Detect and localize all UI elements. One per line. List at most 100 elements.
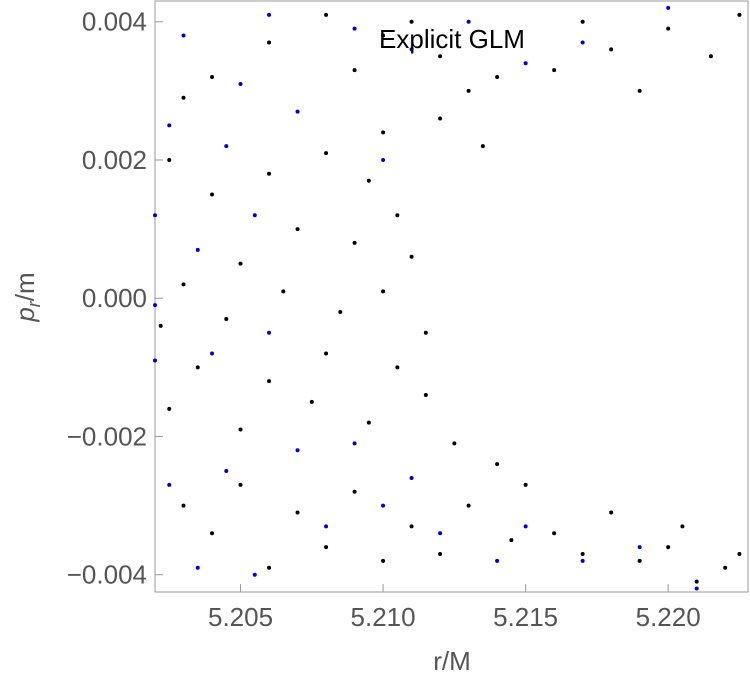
point [694,586,699,591]
point [324,524,329,529]
point [224,144,229,149]
point [167,123,172,128]
y-label-sub: r [24,300,44,307]
point [167,482,172,487]
point [381,558,386,563]
point [637,545,642,550]
point [495,558,500,563]
point [737,551,742,556]
x-tick-label: 5.215 [493,602,558,632]
point [352,489,357,494]
point [552,531,557,536]
point [466,503,471,508]
point [509,538,514,543]
point [267,12,272,17]
plot-frame [154,0,749,593]
point [181,95,186,100]
y-tick-label: 0.004 [82,7,147,37]
x-axis-label: r/M [433,646,471,676]
y-axis-label: pr/m [10,272,44,322]
point [381,130,386,135]
x-tick-label: 5.210 [351,602,416,632]
point [523,524,528,529]
point [295,109,300,114]
point [381,157,386,162]
point [666,26,671,31]
point [580,19,585,24]
point [381,33,386,38]
point [580,551,585,556]
point [466,88,471,93]
point [438,54,443,59]
point [523,61,528,66]
point [238,482,243,487]
y-tick-label: −0.004 [67,560,147,590]
point [438,116,443,121]
point [352,240,357,245]
point [252,572,257,577]
point [338,310,343,315]
point [409,475,414,480]
point [395,365,400,370]
point [238,427,243,432]
point [381,503,386,508]
y-tick-label: 0.002 [82,145,147,175]
point [238,81,243,86]
point [181,33,186,38]
point [409,19,414,24]
point [666,545,671,550]
point [324,151,329,156]
point [637,558,642,563]
point [238,261,243,266]
point [267,379,272,384]
point [438,551,443,556]
y-tick-label: −0.002 [67,421,147,451]
point [352,68,357,73]
point [466,19,471,24]
marks [153,5,742,591]
point [295,448,300,453]
point [153,358,157,363]
point [324,545,329,550]
point [153,213,157,218]
point [181,503,186,508]
point [252,213,257,218]
point [452,441,457,446]
point [737,12,742,17]
point [324,351,329,356]
x-tick-label: 5.220 [636,602,701,632]
y-label-rest: /m [10,272,40,301]
point [267,565,272,570]
point [409,47,414,52]
point [438,531,443,536]
point [281,289,286,294]
point [195,365,200,370]
point [224,469,229,474]
point [694,579,699,584]
point [552,68,557,73]
point [195,565,200,570]
point [609,510,614,515]
point [352,441,357,446]
point [723,565,728,570]
point [495,75,500,80]
point [366,178,371,183]
point [395,213,400,218]
point [167,406,172,411]
y-tick-label: 0.000 [82,283,147,313]
point [295,227,300,232]
point [381,289,386,294]
point [352,26,357,31]
point [423,393,428,397]
point [153,303,157,308]
point [580,40,585,45]
point [423,330,428,335]
point [409,254,414,259]
point [523,482,528,487]
point [409,524,414,529]
y-label-base: p [10,307,40,322]
point [210,531,215,536]
point [210,75,215,80]
point [366,420,371,425]
